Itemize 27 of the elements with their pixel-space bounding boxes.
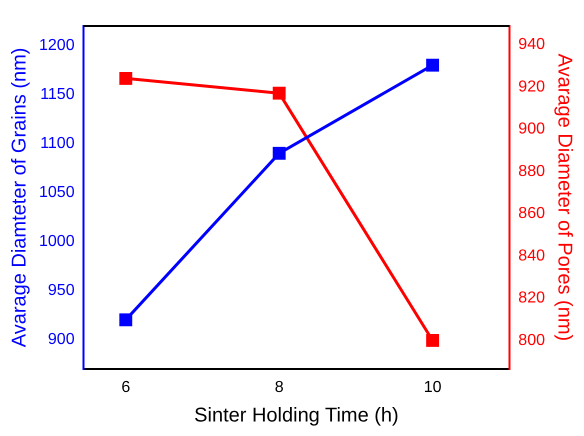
y-tick-label: 1000 bbox=[39, 232, 75, 250]
y2-axis-title: Avarage Diameter of Pores (nm) bbox=[553, 54, 576, 342]
y2-tick-label: 900 bbox=[518, 120, 546, 138]
y-tick-label: 900 bbox=[48, 330, 75, 348]
y2-tick-label: 920 bbox=[518, 78, 546, 96]
y2-tick-label: 860 bbox=[518, 205, 546, 222]
x-tick-label: 6 bbox=[121, 378, 130, 396]
point bbox=[119, 72, 132, 85]
y2-tick-label: 820 bbox=[518, 290, 546, 307]
y-tick-label: 950 bbox=[48, 282, 75, 299]
y-tick-label: 1050 bbox=[39, 184, 75, 201]
x-tick-label: 8 bbox=[274, 378, 284, 396]
y-tick-label: 1200 bbox=[39, 36, 75, 54]
point bbox=[426, 58, 440, 72]
y2-tick-label: 840 bbox=[518, 247, 546, 264]
y2-tick-label: 800 bbox=[518, 332, 546, 349]
point bbox=[426, 334, 440, 347]
y2-tick-label: 940 bbox=[518, 36, 546, 54]
point bbox=[272, 146, 286, 160]
x-axis-title: Sinter Holding Time (h) bbox=[194, 404, 399, 427]
x-tick-label: 10 bbox=[424, 378, 442, 396]
y2-tick-label: 880 bbox=[518, 162, 546, 180]
point bbox=[119, 313, 132, 326]
point bbox=[272, 86, 286, 100]
y-tick-label: 1150 bbox=[40, 86, 75, 103]
y-tick-label: 1100 bbox=[40, 134, 75, 152]
y-axis-title: Avarage Diamteter of Grains (nm) bbox=[8, 48, 31, 348]
